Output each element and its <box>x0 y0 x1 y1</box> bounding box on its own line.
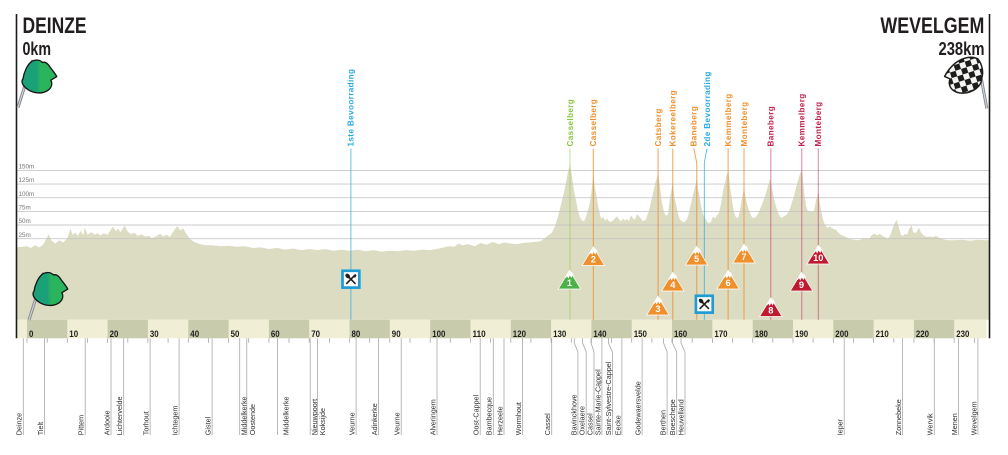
svg-text:30: 30 <box>150 329 159 339</box>
svg-text:Wervik: Wervik <box>926 413 935 435</box>
svg-text:Cassel: Cassel <box>585 413 594 435</box>
svg-text:110: 110 <box>473 329 486 339</box>
svg-text:10: 10 <box>813 253 823 263</box>
svg-text:Ieper: Ieper <box>836 418 845 435</box>
svg-text:130: 130 <box>553 329 566 339</box>
svg-text:Eecke: Eecke <box>613 415 622 435</box>
svg-text:170: 170 <box>714 329 727 339</box>
svg-text:Catsberg: Catsberg <box>654 108 663 146</box>
svg-text:Oost-Cappel: Oost-Cappel <box>472 394 481 435</box>
svg-text:75m: 75m <box>19 205 31 212</box>
svg-text:20: 20 <box>110 329 119 339</box>
svg-text:Pittem: Pittem <box>77 415 86 435</box>
svg-text:Ichtegem: Ichtegem <box>171 406 180 436</box>
svg-text:Heuvelland: Heuvelland <box>676 399 685 435</box>
svg-text:50m: 50m <box>19 218 31 225</box>
svg-text:Tielt: Tielt <box>36 422 45 435</box>
svg-text:25m: 25m <box>19 232 31 239</box>
svg-text:100m: 100m <box>19 191 35 198</box>
svg-text:Baneberg: Baneberg <box>767 106 776 147</box>
svg-text:Oxelaere: Oxelaere <box>578 406 587 435</box>
svg-text:9: 9 <box>799 280 804 290</box>
svg-text:Wevelgem: Wevelgem <box>969 401 978 435</box>
svg-text:Veurne: Veurne <box>393 412 402 435</box>
svg-text:10: 10 <box>69 329 78 339</box>
svg-text:4: 4 <box>670 280 676 290</box>
svg-text:Oostende: Oostende <box>248 404 257 435</box>
svg-text:Kokereelberg: Kokereelberg <box>669 90 678 147</box>
svg-text:180: 180 <box>755 329 768 339</box>
svg-text:Torhout: Torhout <box>142 411 151 435</box>
svg-text:Cassel: Cassel <box>543 413 552 435</box>
svg-text:Koksijde: Koksijde <box>318 408 327 435</box>
svg-text:100: 100 <box>432 329 445 339</box>
svg-text:200: 200 <box>835 329 848 339</box>
svg-text:120: 120 <box>513 329 526 339</box>
svg-text:Middelkerke: Middelkerke <box>281 396 290 435</box>
svg-text:0: 0 <box>29 329 33 339</box>
svg-text:Saint-Sylvestre-Cappel: Saint-Sylvestre-Cappel <box>604 361 613 435</box>
svg-text:Middelkerke: Middelkerke <box>239 396 248 435</box>
svg-text:Gistel: Gistel <box>204 416 213 435</box>
svg-text:60: 60 <box>271 329 280 339</box>
svg-text:6: 6 <box>726 278 731 288</box>
svg-text:Zonnebeke: Zonnebeke <box>894 399 903 435</box>
svg-text:Ardooie: Ardooie <box>102 410 111 435</box>
svg-text:Casselberg: Casselberg <box>589 99 598 147</box>
svg-text:5: 5 <box>694 254 699 264</box>
svg-text:Bambecque: Bambecque <box>485 397 494 435</box>
svg-text:Lichtervelde: Lichtervelde <box>115 396 124 435</box>
svg-text:3: 3 <box>655 304 660 314</box>
svg-text:160: 160 <box>674 329 687 339</box>
svg-text:Alveringem: Alveringem <box>428 399 437 435</box>
svg-text:Kemmelberg: Kemmelberg <box>724 93 733 146</box>
svg-text:Adinkerke: Adinkerke <box>370 403 379 435</box>
svg-text:220: 220 <box>916 329 929 339</box>
svg-text:Wormhout: Wormhout <box>514 402 523 435</box>
svg-text:7: 7 <box>741 252 746 262</box>
svg-text:Deinze: Deinze <box>15 413 24 435</box>
svg-text:Sainte-Marie-Cappel: Sainte-Marie-Cappel <box>593 369 602 435</box>
svg-text:150: 150 <box>634 329 647 339</box>
svg-text:Kemmelberg: Kemmelberg <box>798 93 807 146</box>
svg-text:2de Bevoorrading: 2de Bevoorrading <box>703 71 712 146</box>
svg-text:140: 140 <box>593 329 606 339</box>
svg-text:90: 90 <box>392 329 401 339</box>
svg-text:1ste Bevoorrading: 1ste Bevoorrading <box>347 69 356 147</box>
svg-text:Nieuwpoort: Nieuwpoort <box>310 399 319 435</box>
svg-text:Berthen: Berthen <box>659 410 668 435</box>
svg-text:Veurne: Veurne <box>348 412 357 435</box>
svg-text:40: 40 <box>190 329 199 339</box>
svg-text:Baneberg: Baneberg <box>690 106 699 147</box>
svg-text:150m: 150m <box>19 164 35 171</box>
svg-text:DEINZE: DEINZE <box>23 13 87 38</box>
svg-text:Boeschepe: Boeschepe <box>668 399 677 435</box>
svg-text:210: 210 <box>876 329 889 339</box>
svg-text:230: 230 <box>956 329 969 339</box>
svg-text:125m: 125m <box>19 177 35 184</box>
svg-text:Menen: Menen <box>950 413 959 435</box>
svg-text:238km: 238km <box>939 39 985 59</box>
svg-text:Monteberg: Monteberg <box>740 102 749 147</box>
svg-text:70: 70 <box>311 329 320 339</box>
svg-text:Godewaersvelde: Godewaersvelde <box>634 381 643 435</box>
svg-text:1: 1 <box>567 278 572 288</box>
svg-text:Bavinckhove: Bavinckhove <box>569 394 578 435</box>
svg-text:Herzeele: Herzeele <box>495 406 504 435</box>
svg-text:2: 2 <box>591 255 596 265</box>
svg-text:0km: 0km <box>23 39 52 59</box>
svg-text:WEVELGEM: WEVELGEM <box>880 13 984 38</box>
svg-text:8: 8 <box>768 306 773 316</box>
svg-text:190: 190 <box>795 329 808 339</box>
svg-text:50: 50 <box>231 329 240 339</box>
svg-text:Casselberg: Casselberg <box>566 99 575 147</box>
svg-text:80: 80 <box>352 329 361 339</box>
svg-text:Monteberg: Monteberg <box>814 102 823 147</box>
